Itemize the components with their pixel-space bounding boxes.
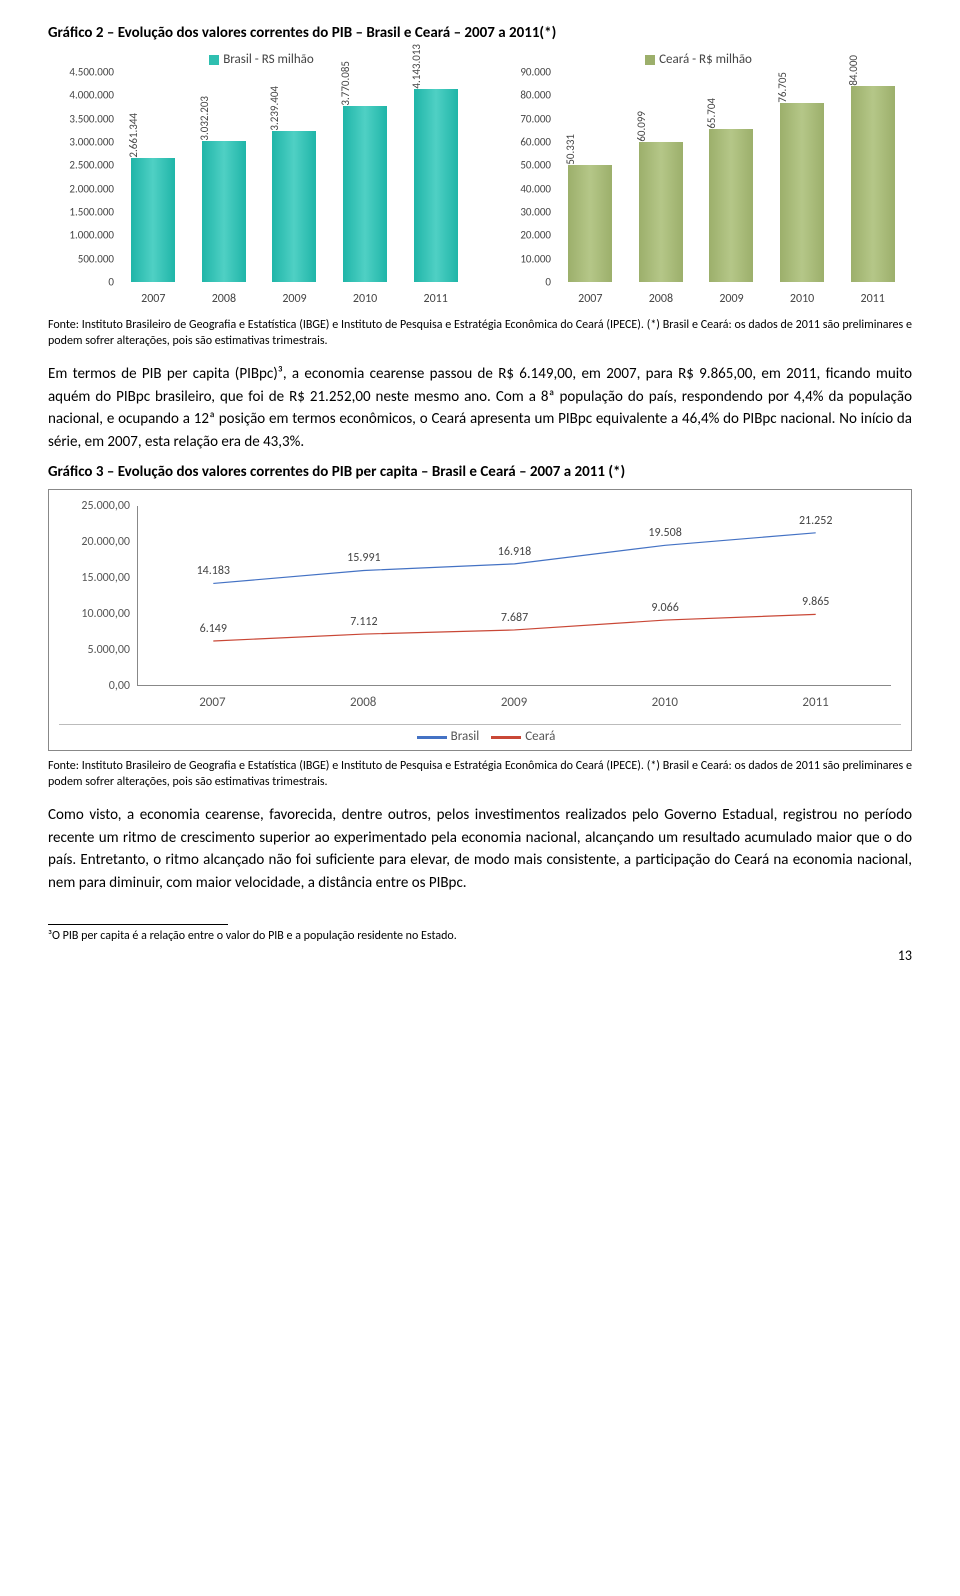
y-tick-label: 70.000 (520, 112, 551, 125)
x-tick-label: 2011 (424, 292, 448, 306)
y-tick-label: 20.000,00 (81, 535, 130, 549)
x-tick-label: 2008 (649, 292, 673, 306)
data-label: 16.918 (498, 545, 531, 559)
data-label: 21.252 (799, 514, 832, 528)
bar: 3.770.085 (343, 106, 387, 282)
legend-text: Brasil (451, 729, 480, 744)
x-tick-label: 2010 (353, 292, 377, 306)
legend-text: Brasil - RS milhão (223, 52, 314, 67)
legend-swatch (417, 736, 447, 739)
y-tick-label: 4.000.000 (69, 89, 114, 102)
bar-value-label: 3.032.203 (198, 94, 211, 141)
legend-swatch (645, 55, 655, 65)
bar-value-label: 50.331 (564, 132, 577, 165)
bar: 50.331 (568, 165, 612, 282)
chart-brasil: Brasil - RS milhão 0 500.000 1.000.000 1.500… (48, 52, 475, 312)
page-number: 13 (48, 947, 912, 964)
bar: 84.000 (851, 86, 895, 282)
chart-row: Brasil - RS milhão 0 500.000 1.000.000 1.500… (48, 52, 912, 312)
x-tick-label: 2011 (861, 292, 885, 306)
x-tick-label: 2010 (589, 695, 740, 710)
grafico2-title: Gráfico 2 – Evolução dos valores corrent… (48, 24, 912, 42)
x-tick-label: 2010 (790, 292, 814, 306)
data-label: 6.149 (200, 622, 227, 636)
footnote-rule (48, 924, 228, 925)
y-tick-label: 0 (545, 276, 551, 289)
fonte1: Fonte: Instituto Brasileiro de Geografia… (48, 318, 912, 349)
x-tick-label: 2008 (288, 695, 439, 710)
x-tick-label: 2008 (212, 292, 236, 306)
x-tick-label: 2011 (740, 695, 891, 710)
x-tick-label: 2009 (719, 292, 743, 306)
x-tick-label: 2007 (141, 292, 165, 306)
y-tick-label: 0,00 (109, 679, 130, 693)
grafico3-title: Gráfico 3 – Evolução dos valores corrent… (48, 463, 912, 481)
bar: 60.099 (639, 142, 683, 282)
bar-value-label: 76.705 (776, 70, 789, 103)
y-tick-label: 5.000,00 (87, 643, 130, 657)
paragraph1: Em termos de PIB per capita (PIBpc)³, a … (48, 363, 912, 453)
legend-swatch (209, 55, 219, 65)
paragraph2: Como visto, a economia cearense, favorec… (48, 804, 912, 894)
bar: 76.705 (780, 103, 824, 282)
bar-value-label: 84.000 (847, 53, 860, 86)
bar-value-label: 3.239.404 (268, 84, 281, 131)
line-chart-box: 0,00 5.000,00 10.000,00 15.000,00 20.000,00 2… (48, 489, 912, 751)
chart-ceara: Ceará - R$ milhão 0 10.000 20.000 30.000 40.0… (485, 52, 912, 312)
data-label: 14.183 (197, 564, 230, 578)
legend-text: Ceará - R$ milhão (659, 52, 752, 67)
bar-value-label: 60.099 (635, 109, 648, 142)
fonte2: Fonte: Instituto Brasileiro de Geografia… (48, 759, 912, 790)
x-tick-label: 2009 (439, 695, 590, 710)
y-tick-label: 4.500.000 (69, 66, 114, 79)
y-tick-label: 1.500.000 (69, 206, 114, 219)
data-label: 7.687 (501, 611, 528, 625)
y-tick-label: 10.000 (520, 252, 551, 265)
y-tick-label: 25.000,00 (81, 499, 130, 513)
bar: 3.032.203 (202, 141, 246, 283)
y-tick-label: 1.000.000 (69, 229, 114, 242)
x-tick-label: 2007 (578, 292, 602, 306)
y-tick-label: 15.000,00 (81, 571, 130, 585)
y-tick-label: 3.500.000 (69, 112, 114, 125)
y-tick-label: 40.000 (520, 182, 551, 195)
data-label: 15.991 (347, 551, 380, 565)
y-tick-label: 50.000 (520, 159, 551, 172)
footnote: ³O PIB per capita é a relação entre o va… (48, 929, 912, 943)
bar-value-label: 3.770.085 (339, 59, 352, 106)
data-label: 9.066 (651, 601, 678, 615)
y-tick-label: 60.000 (520, 136, 551, 149)
line-chart: 0,00 5.000,00 10.000,00 15.000,00 20.000,00 2… (59, 496, 901, 746)
y-tick-label: 10.000,00 (81, 607, 130, 621)
x-tick-label: 2009 (282, 292, 306, 306)
data-label: 19.508 (648, 526, 681, 540)
bar-value-label: 65.704 (705, 96, 718, 129)
y-tick-label: 0 (108, 276, 114, 289)
y-tick-label: 20.000 (520, 229, 551, 242)
legend-swatch (491, 736, 521, 739)
y-tick-label: 90.000 (520, 66, 551, 79)
data-label: 7.112 (350, 615, 377, 629)
bar-value-label: 4.143.013 (410, 42, 423, 89)
legend: Brasil Ceará (59, 724, 901, 744)
legend-text: Ceará (525, 729, 555, 744)
y-tick-label: 500.000 (78, 252, 114, 265)
bar: 2.661.344 (131, 158, 175, 282)
y-tick-label: 2.500.000 (69, 159, 114, 172)
bar: 4.143.013 (414, 89, 458, 282)
y-tick-label: 3.000.000 (69, 136, 114, 149)
bar-value-label: 2.661.344 (127, 111, 140, 158)
bar: 3.239.404 (272, 131, 316, 282)
y-tick-label: 80.000 (520, 89, 551, 102)
y-tick-label: 2.000.000 (69, 182, 114, 195)
x-tick-label: 2007 (137, 695, 288, 710)
bar: 65.704 (709, 129, 753, 282)
y-tick-label: 30.000 (520, 206, 551, 219)
data-label: 9.865 (802, 595, 829, 609)
